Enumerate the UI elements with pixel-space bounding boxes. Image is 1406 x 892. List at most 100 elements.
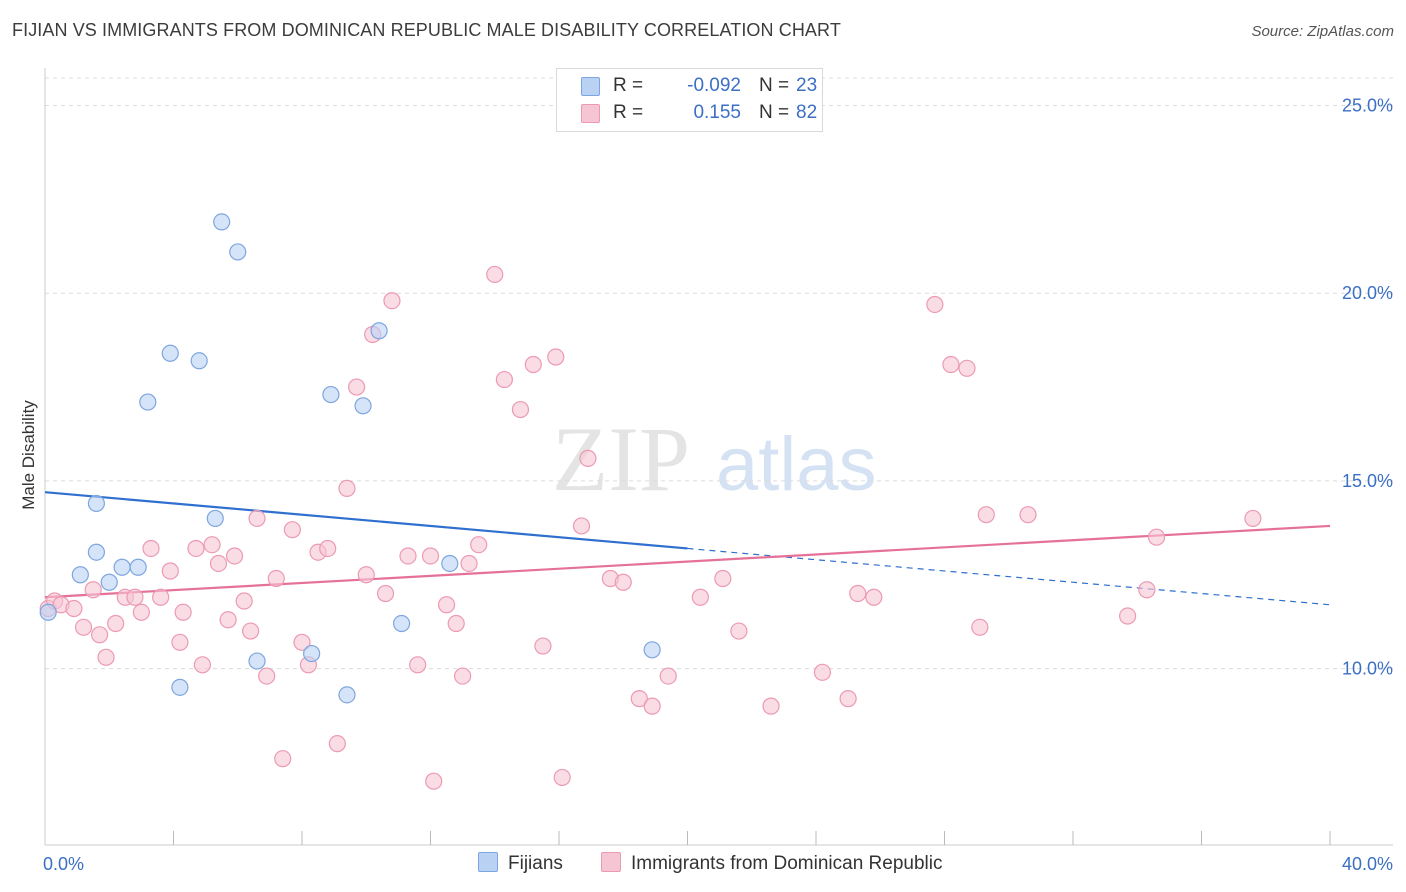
y-axis-label: Male Disability (19, 400, 38, 510)
dominican-point (547, 348, 565, 366)
legend-swatch-fijians (581, 77, 600, 96)
dominican-point (839, 690, 857, 708)
dominican-point (958, 359, 976, 377)
y-tick-label: 10.0% (1342, 659, 1393, 679)
dominican-point (126, 588, 144, 606)
x-tick-label-min: 0.0% (43, 854, 84, 874)
dominican-point (942, 355, 960, 374)
fijian-point (643, 641, 661, 659)
y-tick-label: 25.0% (1342, 96, 1393, 116)
dominican-point (579, 449, 597, 467)
dominican-point (409, 656, 427, 674)
dominican-point (511, 400, 530, 419)
dominican-point (235, 592, 253, 610)
dominican-point (1138, 581, 1156, 599)
watermark-atlas: atlas (716, 422, 877, 507)
dominican-point (553, 768, 571, 787)
fijian-point (129, 558, 147, 576)
legend-n-label: N = (759, 102, 790, 123)
dominican-point (1244, 509, 1262, 528)
correlation-legend: R = -0.092 N = 23 R = 0.155 N = 82 (556, 68, 823, 132)
dominican-point (107, 614, 125, 633)
dominican-point (248, 509, 266, 528)
dominican-point (572, 517, 591, 535)
dominican-point (454, 667, 472, 685)
dominican-trend-line (44, 524, 1331, 599)
dominican-point (630, 690, 648, 708)
fijian-point (338, 686, 356, 704)
dominican-point (849, 584, 867, 603)
fijian-point (392, 614, 411, 633)
dominican-point (348, 378, 366, 396)
dominican-point (714, 569, 732, 588)
dominican-point (977, 506, 995, 524)
fijian-point (171, 678, 189, 696)
dominican-point (437, 596, 456, 614)
dominican-point (193, 656, 212, 674)
dominican-point (225, 547, 244, 565)
dominican-point (1147, 528, 1166, 546)
fijian-point (113, 558, 131, 576)
dominican-point (65, 599, 83, 618)
dominican-point (421, 547, 440, 565)
series-legend-label-dominican: Immigrants from Dominican Republic (631, 853, 943, 874)
dominican-point (161, 562, 179, 580)
dominican-point (643, 697, 661, 715)
dominican-point (399, 547, 417, 565)
dominican-point (91, 626, 109, 644)
dominican-point (524, 355, 542, 374)
dominican-point (203, 536, 221, 554)
dominican-point (486, 265, 504, 284)
dominican-point (659, 667, 677, 685)
legend-r-value: 0.155 (693, 102, 741, 123)
dominican-point (813, 663, 832, 681)
dominican-point (357, 566, 375, 584)
series-legend-label-fijians: Fijians (508, 853, 563, 874)
x-tick-label-max: 40.0% (1342, 854, 1393, 874)
dominican-point (338, 479, 356, 498)
dominican-point (274, 750, 292, 768)
tick-labels: 10.0% 15.0% 20.0% 25.0% 0.0% 40.0% (43, 96, 1393, 874)
fijian-point (248, 652, 266, 670)
source-credit: Source: ZipAtlas.com (1251, 23, 1394, 40)
legend-n-label: N = (759, 75, 790, 96)
dominican-point (74, 618, 93, 636)
fijian-point (229, 243, 247, 261)
dominican-point (171, 633, 189, 651)
dominican-point (219, 611, 237, 629)
dominican-point (187, 539, 205, 558)
fijian-point (190, 352, 208, 370)
fijian-point (100, 573, 118, 591)
watermark-zip: ZIP (552, 408, 690, 510)
dominican-point (152, 588, 170, 606)
dominican-point (730, 622, 748, 640)
legend-r-label: R = (613, 75, 644, 96)
dominican-point (926, 295, 944, 314)
dominican-point (283, 521, 301, 539)
dominican-point (209, 554, 228, 573)
fijian-point (161, 344, 179, 362)
legend-r-label: R = (613, 102, 644, 123)
zipatlas-watermark: ZIP atlas (552, 408, 877, 510)
trend-lines (44, 491, 1331, 606)
dominican-point (534, 637, 552, 655)
dominican-point (258, 667, 276, 685)
y-tick-label: 20.0% (1342, 283, 1393, 303)
series-legend-swatch-dominican (601, 852, 621, 872)
dominican-point (319, 539, 337, 558)
dominican-point (97, 648, 115, 666)
y-tick-label: 15.0% (1342, 471, 1393, 491)
dominican-point (425, 772, 443, 790)
dominican-point (1119, 607, 1137, 625)
dominican-point (447, 614, 465, 633)
dominican-point (614, 573, 632, 591)
axes (44, 68, 1393, 846)
fijian-point (354, 397, 372, 415)
legend-n-value: 23 (796, 75, 818, 96)
dominican-point (328, 735, 346, 753)
fijian-point (370, 322, 388, 340)
fijian-point (206, 509, 224, 528)
fijian-point (322, 385, 340, 404)
dominican-point (691, 588, 709, 606)
